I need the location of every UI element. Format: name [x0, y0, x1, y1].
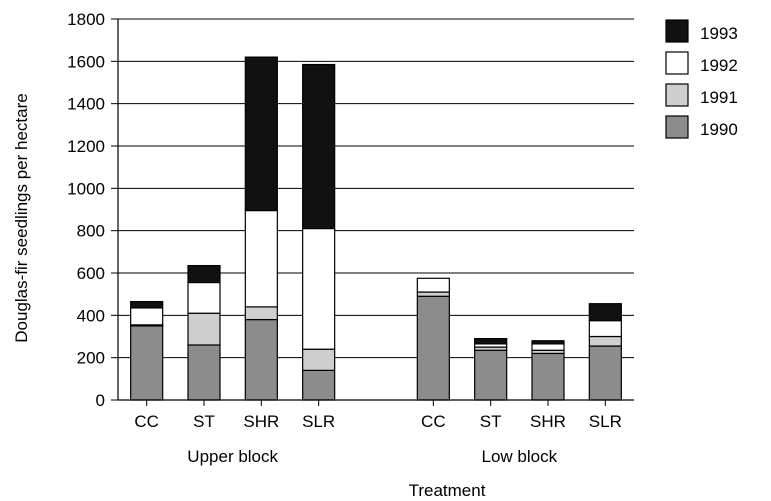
- bar-segment: [474, 338, 508, 345]
- y-tick-label: 1600: [67, 52, 105, 71]
- bar-segment: [416, 291, 450, 297]
- labels: 0 200 400 600 800 1000 1200 1400 1600 1800 CC ST SHR…: [67, 10, 622, 466]
- legend-swatch: [665, 19, 689, 43]
- category-label: ST: [480, 412, 502, 431]
- legend: 1993 1992 1991 1990: [665, 19, 738, 139]
- category-label: SHR: [530, 412, 566, 431]
- bar-segment: [416, 295, 450, 401]
- legend-swatch: [665, 51, 689, 75]
- y-tick-label: 200: [77, 349, 105, 368]
- bar-segment: [588, 303, 622, 322]
- category-label: CC: [134, 412, 159, 431]
- bar-segment: [302, 348, 336, 371]
- legend-label: 1991: [700, 88, 738, 107]
- bars: [130, 56, 622, 401]
- bar-segment: [588, 335, 622, 347]
- legend-label: 1990: [700, 120, 738, 139]
- category-label: ST: [193, 412, 215, 431]
- y-tick-label: 1200: [67, 137, 105, 156]
- y-tick-label: 1400: [67, 95, 105, 114]
- group-label: Upper block: [187, 447, 278, 466]
- y-tick-label: 0: [96, 391, 105, 410]
- bar-segment: [244, 306, 278, 321]
- bar-segment: [244, 56, 278, 212]
- y-tick-label: 1800: [67, 10, 105, 29]
- bar-segment: [474, 349, 508, 401]
- y-tick-label: 400: [77, 306, 105, 325]
- bar-segment: [130, 307, 164, 326]
- group-label: Low block: [482, 447, 558, 466]
- bar-segment: [130, 325, 164, 401]
- x-axis-title: Treatment: [409, 481, 486, 500]
- bar-segment: [187, 264, 221, 284]
- axes: [111, 18, 634, 406]
- y-axis-title: Douglas-fir seedlings per hectare: [12, 93, 31, 342]
- bar-segment: [588, 345, 622, 401]
- legend-swatch: [665, 83, 689, 107]
- bar-segment: [416, 277, 450, 293]
- bar-segment: [130, 300, 164, 309]
- legend-swatch: [665, 115, 689, 139]
- bar-segment: [588, 320, 622, 338]
- bar-segment: [187, 344, 221, 401]
- bar-segment: [244, 209, 278, 308]
- legend-label: 1992: [700, 56, 738, 75]
- bar-segment: [302, 369, 336, 401]
- bar-segment: [187, 312, 221, 346]
- y-tick-label: 600: [77, 264, 105, 283]
- category-label: SLR: [589, 412, 622, 431]
- bar-segment: [531, 343, 565, 351]
- bar-segment: [302, 63, 336, 230]
- y-tick-label: 1000: [67, 179, 105, 198]
- bar-segment: [531, 340, 565, 345]
- bar-segment: [244, 318, 278, 401]
- category-label: SLR: [302, 412, 335, 431]
- category-label: SHR: [243, 412, 279, 431]
- bar-segment: [531, 352, 565, 401]
- legend-label: 1993: [700, 24, 738, 43]
- bar-segment: [302, 227, 336, 350]
- bar-segment: [187, 281, 221, 314]
- category-label: CC: [421, 412, 446, 431]
- y-tick-label: 800: [77, 222, 105, 241]
